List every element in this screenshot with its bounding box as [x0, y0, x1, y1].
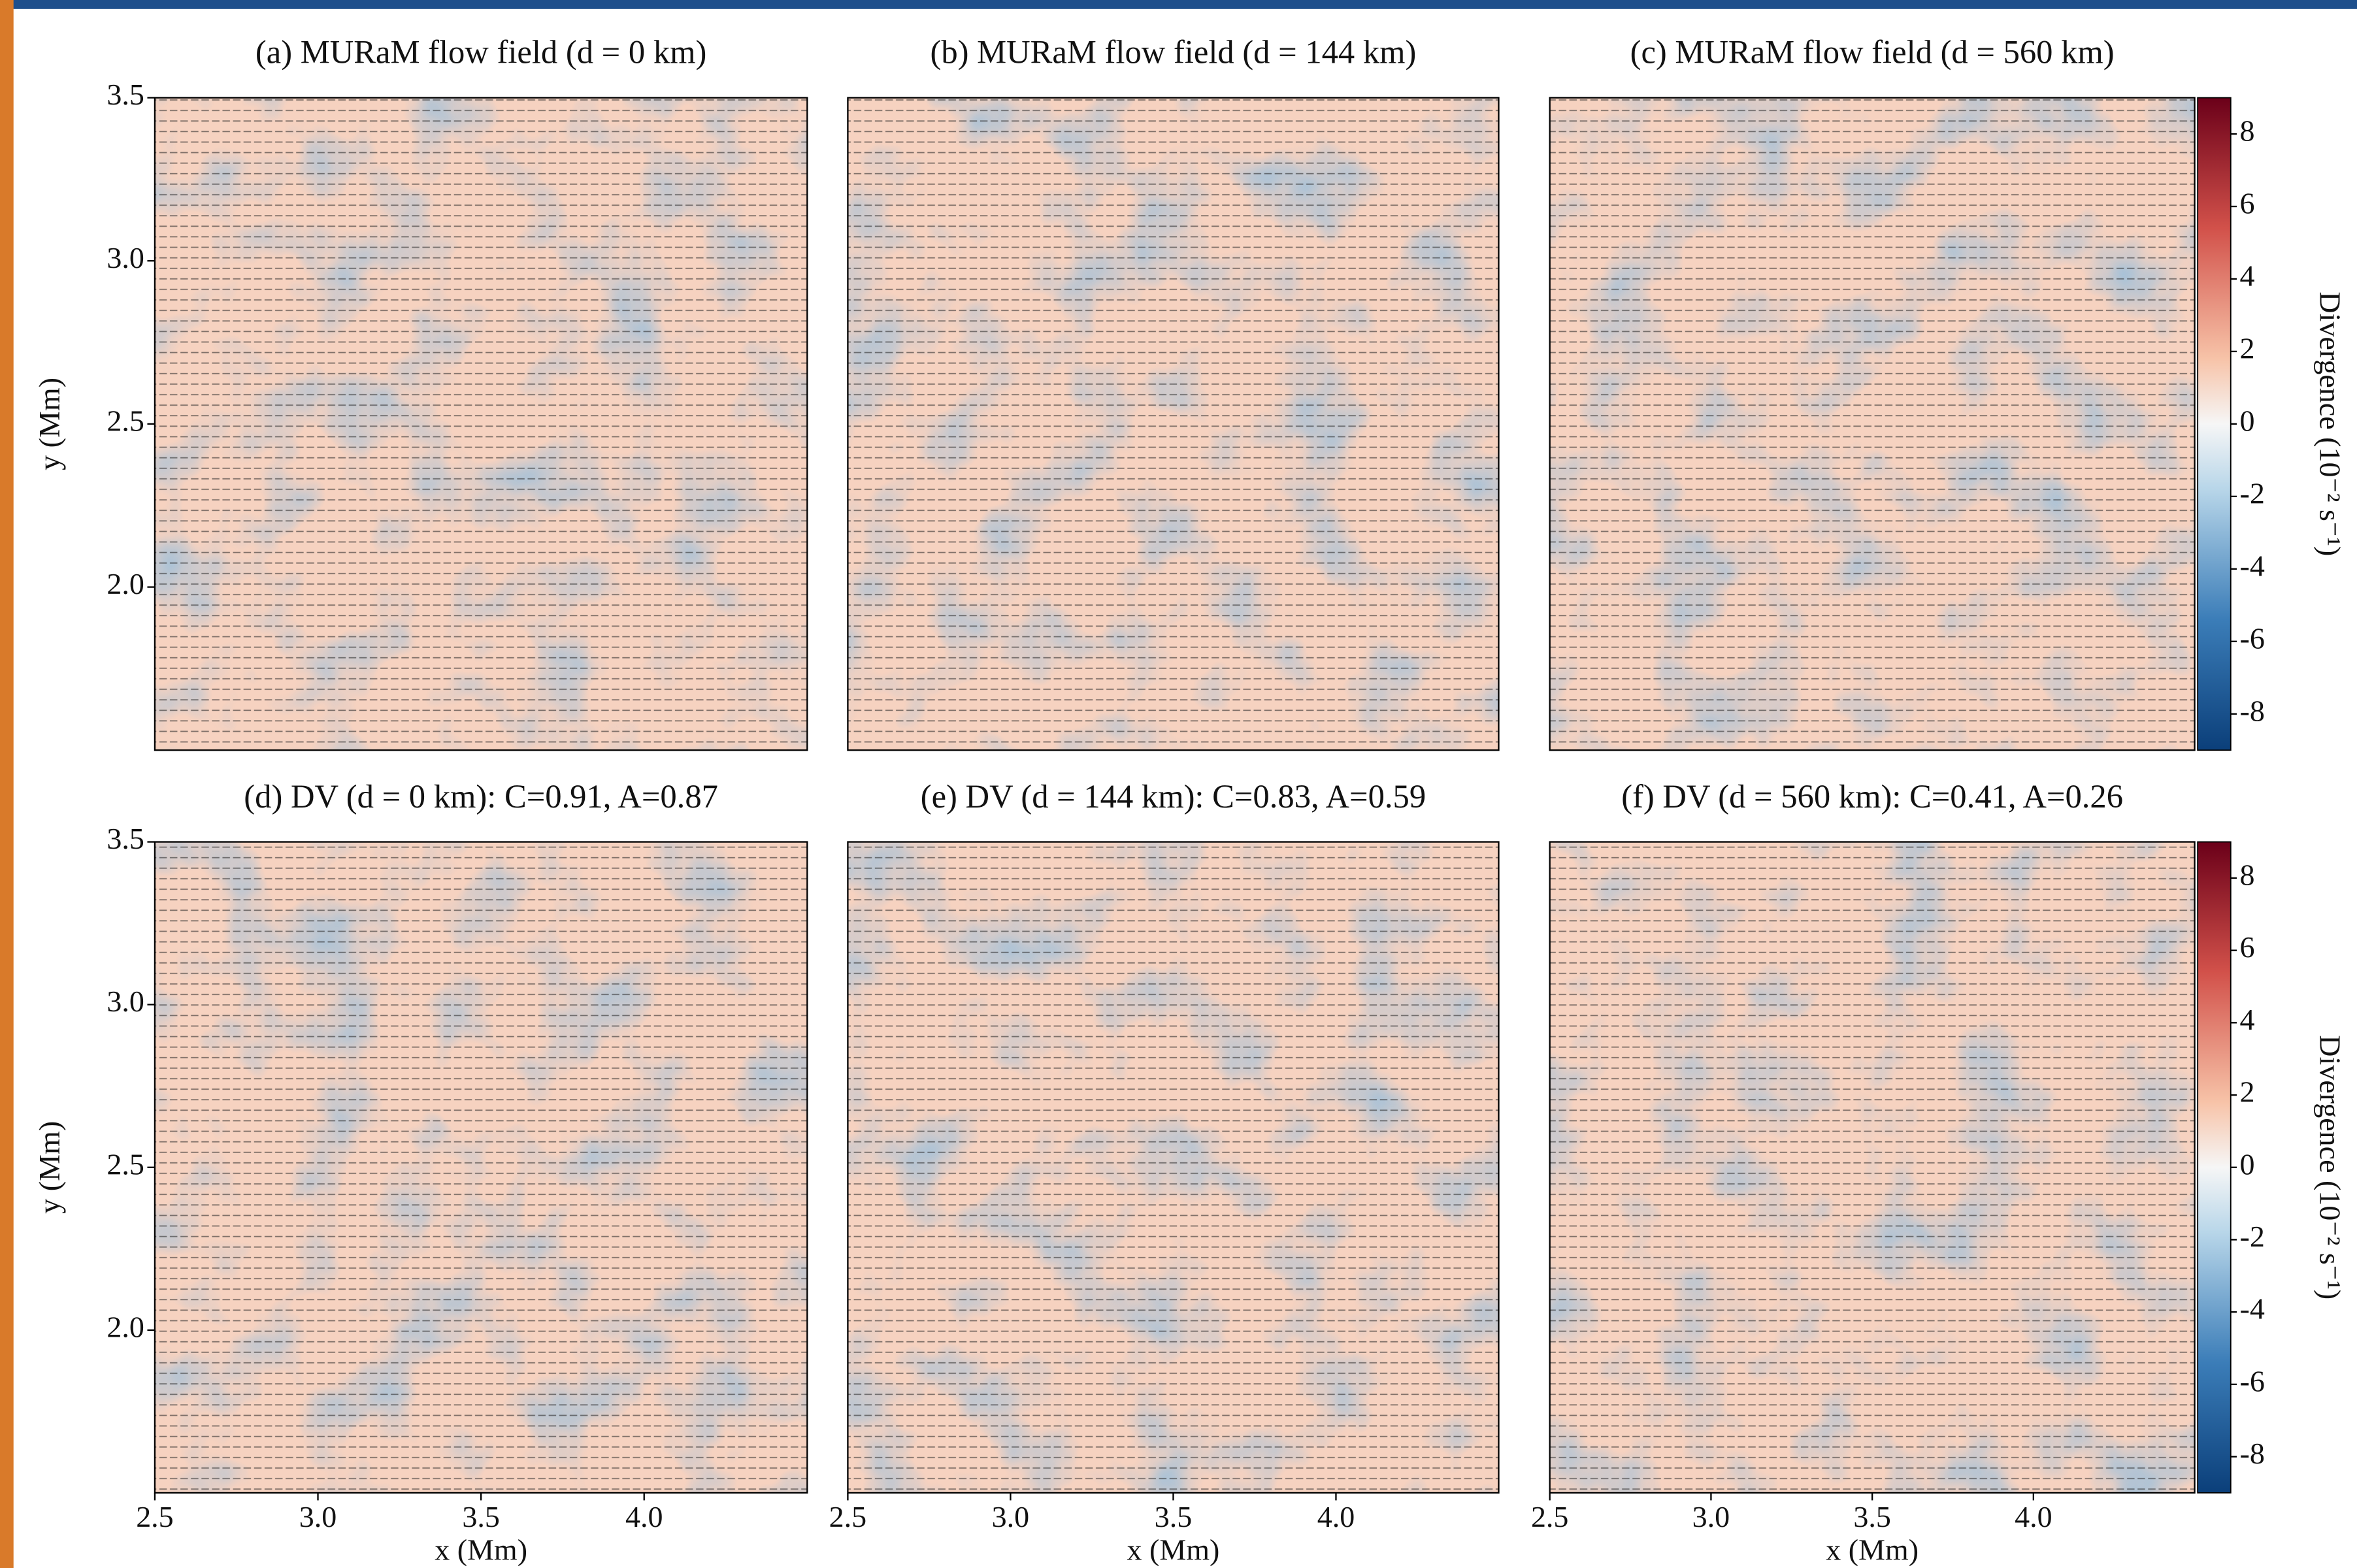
panels: (a) MURaM flow field (d = 0 km) 2.0 2.5 3.0…: [33, 34, 2347, 1567]
colorbar-label: Divergence (10⁻² s⁻¹): [2313, 291, 2347, 556]
top-bar: [0, 0, 2357, 9]
x-tick-label: 4.0: [2015, 1500, 2052, 1533]
y-tick-label: 2.0: [107, 567, 144, 600]
panel-title: (a) MURaM flow field (d = 0 km): [255, 34, 706, 71]
y-tick-label: 3.5: [107, 78, 144, 111]
colorbar-tick-label: -6: [2240, 621, 2265, 655]
colorbar-tick-label: 2: [2240, 331, 2255, 365]
x-tick-label: 4.0: [1317, 1500, 1355, 1533]
panel-title: (c) MURaM flow field (d = 560 km): [1630, 34, 2115, 71]
panel-title: (d) DV (d = 0 km): C=0.91, A=0.87: [244, 778, 718, 815]
x-tick-label: 2.5: [1531, 1500, 1568, 1533]
x-tick-label: 3.5: [462, 1500, 499, 1533]
colorbar-tick-label: 4: [2240, 259, 2255, 293]
colorbar-tick-label: -2: [2240, 1220, 2265, 1253]
panel-title: (f) DV (d = 560 km): C=0.41, A=0.26: [1621, 778, 2123, 815]
colorbar: [2197, 841, 2232, 1494]
colorbar-tick-label: 0: [2240, 404, 2255, 437]
x-tick-label: 3.0: [992, 1500, 1029, 1533]
colorbar-tick-label: -2: [2240, 476, 2265, 510]
y-tick-label: 3.0: [107, 985, 144, 1018]
colorbar-tick-label: -8: [2240, 1437, 2265, 1470]
colorbar-tick-label: -8: [2240, 694, 2265, 727]
quiver-field: [154, 841, 808, 1493]
colorbar-tick-label: 2: [2240, 1075, 2255, 1109]
quiver-field: [848, 841, 1499, 1493]
colorbar-tick-label: 8: [2240, 858, 2255, 892]
plot-frame: [847, 97, 1500, 751]
x-tick-label: 3.5: [1853, 1500, 1890, 1533]
quiver-field: [848, 97, 1499, 751]
x-tick-label: 4.0: [625, 1500, 663, 1533]
colorbar-tick-label: 0: [2240, 1147, 2255, 1181]
quiver-field: [1549, 97, 2195, 751]
x-axis-label: x (Mm): [1127, 1533, 1220, 1567]
colorbar-tick-label: 6: [2240, 930, 2255, 964]
x-tick-label: 2.5: [829, 1500, 866, 1533]
x-axis-label: x (Mm): [1826, 1533, 1919, 1567]
colorbar-tick-label: -4: [2240, 1292, 2265, 1326]
colorbar-tick-label: 8: [2240, 114, 2255, 148]
quiver-field: [154, 97, 808, 751]
y-axis-label: y (Mm): [33, 378, 66, 470]
colorbar-label: Divergence (10⁻² s⁻¹): [2313, 1035, 2347, 1299]
y-tick-label: 2.5: [107, 1147, 144, 1181]
colorbar: [2197, 97, 2232, 751]
x-axis-label: x (Mm): [435, 1533, 527, 1567]
y-tick-label: 3.5: [107, 822, 144, 855]
colorbar-tick-label: 4: [2240, 1003, 2255, 1036]
y-tick-label: 3.0: [107, 241, 144, 274]
quiver-field: [1549, 841, 2195, 1493]
plot-frame: [1549, 97, 2196, 751]
colorbar-tick-label: -4: [2240, 549, 2265, 582]
left-strip: [0, 0, 14, 1568]
colorbar-tick-label: -6: [2240, 1364, 2265, 1397]
x-tick-label: 3.0: [299, 1500, 337, 1533]
x-tick-label: 3.0: [1692, 1500, 1730, 1533]
colorbar-tick-label: 6: [2240, 187, 2255, 220]
y-tick-label: 2.5: [107, 404, 144, 437]
x-tick-label: 3.5: [1155, 1500, 1192, 1533]
panel-title: (b) MURaM flow field (d = 144 km): [931, 34, 1417, 71]
y-tick-label: 2.0: [107, 1310, 144, 1343]
x-tick-label: 2.5: [136, 1500, 173, 1533]
panel-title: (e) DV (d = 144 km): C=0.83, A=0.59: [921, 778, 1426, 815]
y-axis-label: y (Mm): [33, 1121, 66, 1214]
